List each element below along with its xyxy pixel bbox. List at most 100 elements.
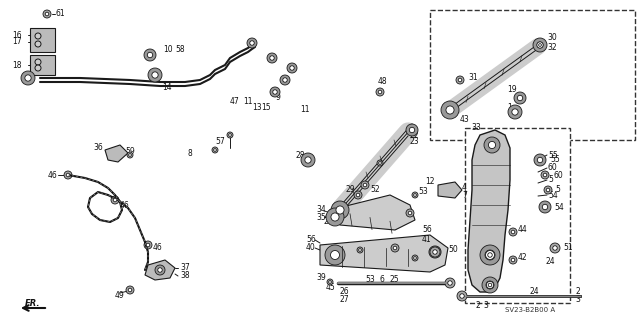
Circle shape xyxy=(457,291,467,301)
Text: 6: 6 xyxy=(380,276,385,285)
Circle shape xyxy=(331,201,349,219)
Circle shape xyxy=(534,154,546,166)
Circle shape xyxy=(283,78,287,82)
Circle shape xyxy=(541,171,549,179)
Circle shape xyxy=(413,194,417,197)
Circle shape xyxy=(429,246,441,258)
Circle shape xyxy=(412,192,418,198)
Circle shape xyxy=(43,10,51,18)
Text: 51: 51 xyxy=(563,243,573,253)
Circle shape xyxy=(269,56,275,60)
Text: 46: 46 xyxy=(48,170,58,180)
Text: 56: 56 xyxy=(306,235,316,244)
Circle shape xyxy=(331,213,339,221)
Circle shape xyxy=(433,250,437,254)
Circle shape xyxy=(537,42,543,48)
Circle shape xyxy=(212,147,218,153)
Circle shape xyxy=(391,244,399,252)
Circle shape xyxy=(517,95,523,101)
Circle shape xyxy=(267,53,277,63)
Text: 28: 28 xyxy=(296,151,305,160)
Circle shape xyxy=(546,188,550,192)
Bar xyxy=(465,128,570,303)
Circle shape xyxy=(482,277,498,293)
Text: 54: 54 xyxy=(548,190,557,199)
Text: 49: 49 xyxy=(115,291,125,300)
Text: 39: 39 xyxy=(316,273,326,283)
Circle shape xyxy=(214,149,216,151)
Text: 32: 32 xyxy=(547,43,557,53)
Text: 3: 3 xyxy=(483,300,488,309)
Text: 22: 22 xyxy=(410,130,419,139)
Text: 8: 8 xyxy=(188,149,193,158)
Circle shape xyxy=(152,72,158,78)
Text: 30: 30 xyxy=(547,33,557,42)
Circle shape xyxy=(327,247,343,263)
Circle shape xyxy=(446,106,454,114)
Circle shape xyxy=(325,245,345,265)
Text: 4: 4 xyxy=(462,183,467,192)
Polygon shape xyxy=(330,195,415,230)
Text: 43: 43 xyxy=(460,115,470,124)
Circle shape xyxy=(45,12,49,16)
Circle shape xyxy=(144,49,156,61)
Text: 41: 41 xyxy=(422,235,431,244)
Text: 55: 55 xyxy=(548,151,557,160)
Circle shape xyxy=(512,109,518,115)
Text: 24: 24 xyxy=(530,287,540,296)
Circle shape xyxy=(227,132,233,138)
Circle shape xyxy=(354,191,362,199)
Text: 15: 15 xyxy=(261,103,271,113)
Circle shape xyxy=(273,90,277,94)
Circle shape xyxy=(550,243,560,253)
Circle shape xyxy=(514,92,526,104)
Circle shape xyxy=(35,33,41,39)
Circle shape xyxy=(533,38,547,52)
Circle shape xyxy=(329,281,332,283)
Text: 34: 34 xyxy=(316,205,326,214)
Circle shape xyxy=(21,71,35,85)
Text: 35: 35 xyxy=(316,213,326,222)
Circle shape xyxy=(509,256,517,264)
Circle shape xyxy=(458,78,462,82)
Circle shape xyxy=(228,134,231,136)
Text: 58: 58 xyxy=(175,46,184,55)
Circle shape xyxy=(290,66,294,70)
Circle shape xyxy=(270,87,280,97)
Text: 31: 31 xyxy=(468,73,477,83)
Polygon shape xyxy=(105,145,128,162)
Circle shape xyxy=(488,283,492,287)
Circle shape xyxy=(25,75,31,81)
Text: 18: 18 xyxy=(12,61,22,70)
Circle shape xyxy=(430,247,440,257)
Circle shape xyxy=(35,59,41,65)
Polygon shape xyxy=(145,260,175,280)
Text: 57: 57 xyxy=(215,137,225,146)
Circle shape xyxy=(376,88,384,96)
Circle shape xyxy=(543,173,547,177)
Circle shape xyxy=(35,41,41,47)
Text: 47: 47 xyxy=(230,98,240,107)
Text: 33: 33 xyxy=(471,122,481,131)
Circle shape xyxy=(488,141,495,149)
Text: 11: 11 xyxy=(300,106,310,115)
Circle shape xyxy=(330,250,339,259)
Text: 59: 59 xyxy=(125,147,135,157)
Circle shape xyxy=(413,257,417,259)
Text: 14: 14 xyxy=(162,84,172,93)
Circle shape xyxy=(111,196,119,204)
Text: 25: 25 xyxy=(390,276,399,285)
Circle shape xyxy=(542,204,548,210)
Circle shape xyxy=(147,52,153,58)
Text: 38: 38 xyxy=(180,271,189,280)
Text: 53: 53 xyxy=(365,276,375,285)
Text: 2: 2 xyxy=(575,287,580,296)
Circle shape xyxy=(393,246,397,250)
Text: 56: 56 xyxy=(422,226,432,234)
Circle shape xyxy=(486,250,495,259)
Text: 23: 23 xyxy=(410,137,420,146)
Text: 50: 50 xyxy=(448,246,458,255)
Circle shape xyxy=(128,288,132,292)
Text: 29: 29 xyxy=(345,186,355,195)
Circle shape xyxy=(488,253,492,257)
